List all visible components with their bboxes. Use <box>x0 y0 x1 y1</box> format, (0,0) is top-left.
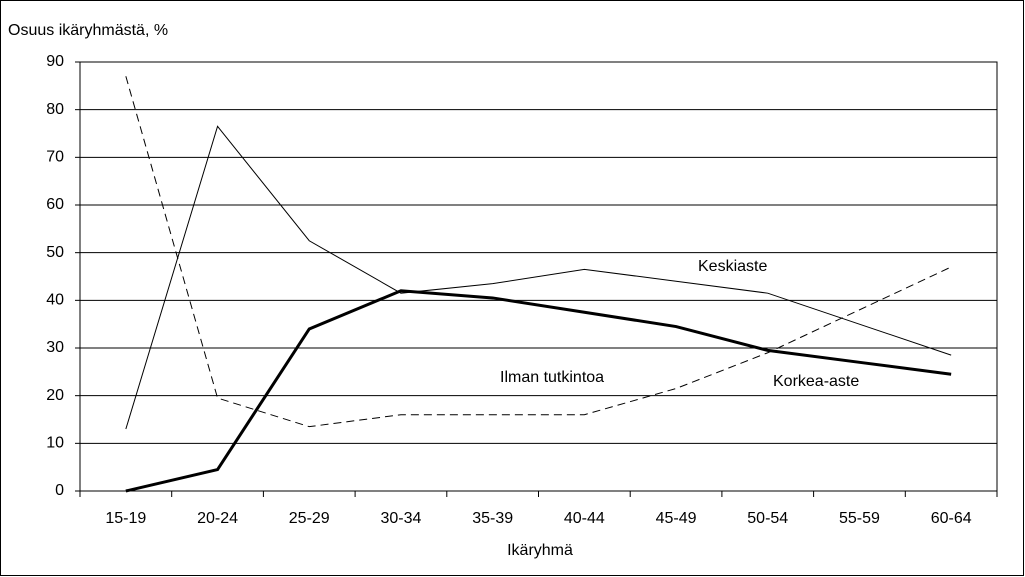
series-line <box>125 289 952 493</box>
x-tick-label: 30-34 <box>380 510 421 527</box>
y-tick-label: 90 <box>46 53 64 70</box>
x-tick-label: 40-44 <box>564 510 605 527</box>
y-tick-label: 80 <box>46 101 64 118</box>
x-axis-label: Ikäryhmä <box>507 542 573 559</box>
series-label: Korkea-aste <box>773 373 859 390</box>
y-tick-label: 40 <box>46 292 64 309</box>
x-tick-label: 50-54 <box>747 510 788 527</box>
y-tick-label: 60 <box>46 196 64 213</box>
x-tick-label: 20-24 <box>197 510 238 527</box>
x-tick-label: 45-49 <box>656 510 697 527</box>
y-tick-label: 70 <box>46 149 64 166</box>
x-tick-label: 60-64 <box>931 510 972 527</box>
series-label: Keskiaste <box>698 258 767 275</box>
y-tick-label: 10 <box>46 435 64 452</box>
y-tick-label: 20 <box>46 387 64 404</box>
x-tick-label: 15-19 <box>105 510 146 527</box>
y-tick-label: 30 <box>46 339 64 356</box>
series-label: Ilman tutkintoa <box>500 369 604 386</box>
y-tick-label: 0 <box>55 482 64 499</box>
series-line <box>125 125 952 430</box>
y-axis-label: Osuus ikäryhmästä, % <box>8 22 168 39</box>
series-line <box>125 76 952 428</box>
y-tick-label: 50 <box>46 244 64 261</box>
x-tick-label: 35-39 <box>472 510 513 527</box>
x-tick-label: 25-29 <box>289 510 330 527</box>
x-tick-label: 55-59 <box>839 510 880 527</box>
